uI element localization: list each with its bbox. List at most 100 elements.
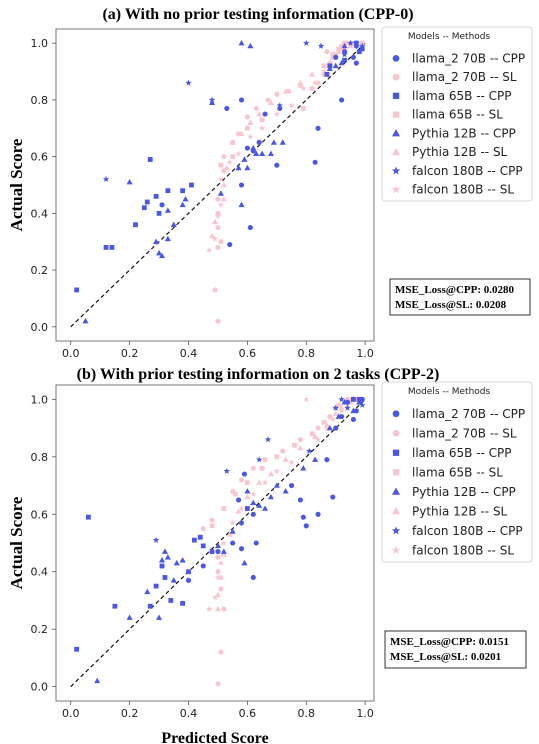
data-point	[85, 514, 91, 520]
x-tick-label: 0.2	[121, 707, 139, 720]
data-point	[168, 598, 174, 603]
data-point	[215, 224, 221, 231]
data-point	[208, 96, 216, 103]
data-point	[297, 437, 303, 443]
data-point	[209, 517, 215, 523]
data-point	[238, 39, 245, 46]
data-point	[238, 97, 245, 103]
data-point	[320, 68, 328, 75]
x-tick-label: 1.0	[356, 347, 374, 360]
x-tick-label: 1.0	[356, 707, 374, 720]
data-point	[170, 577, 177, 583]
data-point	[221, 606, 227, 612]
data-point	[162, 575, 168, 580]
data-point	[156, 614, 163, 620]
data-point	[247, 133, 254, 140]
data-point	[250, 511, 256, 517]
y-tick-label: 0.2	[31, 623, 49, 636]
data-point	[241, 156, 248, 162]
data-point	[327, 414, 333, 420]
data-point	[220, 548, 227, 554]
data-point	[324, 457, 330, 463]
data-point	[247, 119, 254, 125]
data-point	[262, 457, 268, 463]
data-point	[74, 646, 80, 652]
data-point	[273, 482, 280, 488]
data-point	[270, 139, 277, 145]
legend-label: llama 65B -- SL	[412, 465, 503, 479]
legend-label: Pythia 12B -- SL	[412, 504, 508, 518]
data-point	[103, 245, 109, 250]
data-point	[164, 207, 171, 213]
data-point	[220, 551, 227, 557]
data-point	[238, 201, 245, 208]
data-point	[338, 396, 345, 403]
data-point	[94, 677, 101, 684]
data-point	[215, 569, 221, 575]
data-point	[218, 649, 224, 655]
data-point	[233, 491, 239, 497]
data-point	[152, 536, 160, 543]
data-point	[335, 48, 342, 54]
legend-marker	[392, 449, 400, 456]
data-point	[144, 199, 150, 205]
mse-line: MSE_Loss@SL: 0.0201	[390, 651, 501, 663]
data-point	[312, 159, 318, 165]
data-point	[309, 71, 316, 77]
mse-line: MSE_Loss@CPP: 0.0280	[395, 284, 515, 296]
legend-label: falcon 180B -- SL	[412, 183, 514, 197]
data-point	[332, 404, 339, 411]
data-point	[332, 410, 339, 416]
mse-box: MSE_Loss@CPP: 0.0151 MSE_Loss@SL: 0.0201	[384, 630, 527, 669]
data-point	[212, 287, 218, 293]
legend-marker	[391, 545, 401, 554]
mse-frame	[389, 278, 531, 316]
plot-area	[55, 384, 375, 702]
data-point	[300, 106, 306, 111]
x-tick-label: 0.8	[298, 707, 316, 720]
legend-marker	[392, 429, 400, 437]
data-point	[238, 520, 245, 526]
data-point	[153, 193, 159, 199]
data-point	[259, 150, 266, 157]
data-point	[215, 196, 221, 202]
data-point	[238, 505, 245, 512]
data-point	[274, 91, 280, 97]
data-point	[164, 554, 171, 560]
data-point	[147, 157, 153, 162]
data-point	[126, 178, 133, 185]
legend-marker	[392, 73, 400, 81]
reference-line	[70, 42, 366, 328]
data-point	[274, 162, 280, 168]
data-point	[321, 419, 327, 425]
data-point	[189, 182, 194, 188]
series-4	[82, 39, 348, 324]
data-point	[320, 62, 327, 69]
data-point	[261, 479, 269, 486]
data-point	[250, 574, 256, 581]
legend-marker	[391, 526, 401, 535]
data-point	[329, 416, 336, 423]
data-point	[359, 401, 366, 408]
data-point	[209, 523, 215, 529]
data-point	[315, 425, 321, 431]
data-point	[182, 195, 189, 202]
data-point	[359, 46, 365, 52]
data-point	[215, 244, 221, 250]
data-point	[297, 445, 304, 451]
data-point	[288, 482, 295, 489]
legend-marker	[392, 487, 400, 495]
data-point	[347, 39, 354, 46]
data-point	[280, 448, 286, 454]
data-point	[165, 188, 171, 194]
data-point	[158, 252, 166, 259]
legend-label: Pythia 12B -- SL	[412, 145, 508, 159]
data-point	[238, 130, 245, 137]
data-point	[303, 396, 310, 403]
mse-line: MSE_Loss@CPP: 0.0151	[390, 636, 509, 648]
data-point	[112, 603, 118, 609]
data-point	[326, 65, 333, 71]
data-point	[147, 603, 153, 609]
data-point	[303, 523, 309, 529]
data-point	[350, 407, 357, 414]
